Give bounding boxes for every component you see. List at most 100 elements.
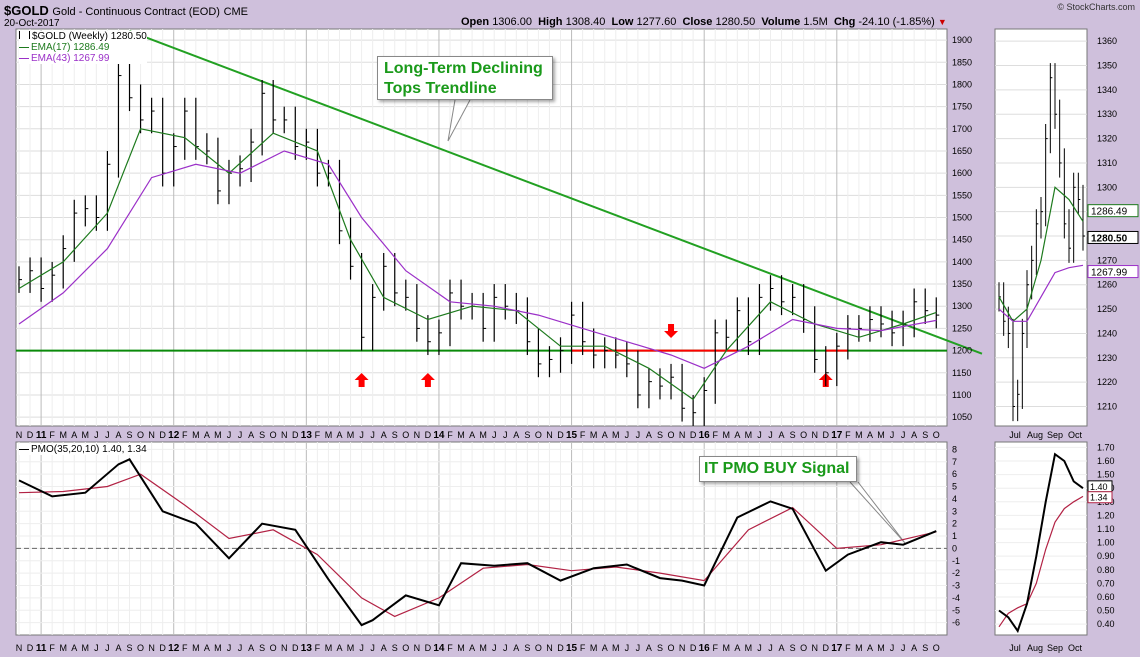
price-tag: 1280.50 [1091, 233, 1128, 244]
brand-watermark: © StockCharts.com [1057, 2, 1135, 12]
month-label: N [679, 430, 686, 440]
y-tick-label: 1450 [952, 235, 972, 245]
y-tick-label: -3 [952, 581, 960, 591]
month-label: M [612, 430, 620, 440]
y-tick-label: 1400 [952, 257, 972, 267]
month-label: D [425, 643, 432, 653]
y-tick-label: 5 [952, 482, 957, 492]
month-label: S [259, 430, 265, 440]
line-swatch-icon [19, 46, 29, 48]
y-tick-label: 1260 [1097, 280, 1117, 290]
price-tag: 1.40 [1090, 482, 1108, 492]
close-value: 1280.50 [715, 16, 756, 28]
pmo-legend: PMO(35,20,10) 1.40, 1.34 [19, 444, 147, 455]
month-label: F [712, 430, 718, 440]
year-label: 14 [433, 430, 445, 441]
month-label: A [779, 643, 785, 653]
ema43-line [18, 150, 937, 369]
month-label: O [270, 430, 277, 440]
legend-ema43-label: EMA(43) 1267.99 [31, 53, 110, 64]
month-label: F [49, 430, 55, 440]
y-tick-label: 0.90 [1097, 551, 1115, 561]
high-value: 1308.40 [565, 16, 606, 28]
month-label: S [392, 643, 398, 653]
y-tick-label: 1.20 [1097, 510, 1115, 520]
price-tag: 1.34 [1090, 493, 1108, 503]
month-label: J [238, 643, 243, 653]
month-label: A [248, 643, 254, 653]
month-label: A [115, 430, 121, 440]
month-label: S [127, 643, 133, 653]
open-value: 1306.00 [492, 16, 532, 28]
price-tag: 1267.99 [1091, 268, 1128, 279]
month-label: D [425, 430, 432, 440]
month-label: M [612, 643, 620, 653]
month-label: A [71, 430, 77, 440]
y-tick-label: 1.60 [1097, 456, 1115, 466]
month-label: M [82, 643, 90, 653]
month-label: A [602, 430, 608, 440]
inset-pmo-line [998, 452, 1084, 634]
y-tick-label: 1310 [1097, 158, 1117, 168]
month-label: D [27, 643, 34, 653]
month-label: O [933, 430, 940, 440]
inset-ema43-line [998, 264, 1084, 322]
month-label: N [811, 430, 818, 440]
month-label: J [94, 430, 99, 440]
month-label: O [137, 643, 144, 653]
month-label: M [877, 430, 885, 440]
month-label: O [535, 430, 542, 440]
month-label: A [513, 430, 519, 440]
month-label: J [492, 430, 497, 440]
month-label: N [148, 643, 155, 653]
month-label: N [679, 643, 686, 653]
month-label: D [159, 430, 166, 440]
month-label: M [347, 643, 355, 653]
month-label: M [723, 430, 731, 440]
month-label: J [768, 430, 773, 440]
month-label: S [790, 430, 796, 440]
exchange: CME [223, 6, 249, 18]
volume-label: Volume [761, 16, 801, 28]
month-label: O [137, 430, 144, 440]
month-label: Jul [1009, 643, 1021, 653]
month-label: F [182, 430, 188, 440]
y-tick-label: 1850 [952, 57, 972, 67]
month-label: J [768, 643, 773, 653]
y-tick-label: 1250 [1097, 304, 1117, 314]
year-label: 16 [699, 430, 711, 441]
price-legend: $GOLD (Weekly) 1280.50 EMA(17) 1286.49 E… [19, 31, 147, 64]
y-tick-label: 1150 [952, 368, 971, 378]
month-label: D [823, 430, 830, 440]
month-label: F [315, 643, 321, 653]
month-label: S [790, 643, 796, 653]
month-label: F [447, 430, 453, 440]
open-label: Open [461, 16, 490, 28]
low-label: Low [611, 16, 634, 28]
y-tick-label: 1650 [952, 146, 972, 156]
month-label: J [105, 643, 110, 653]
legend-price: $GOLD (Weekly) 1280.50 [19, 31, 147, 42]
month-label: M [457, 643, 465, 653]
y-tick-label: 0 [952, 543, 957, 553]
price-tag-box [1087, 491, 1113, 504]
month-label: A [646, 643, 652, 653]
month-label: J [757, 430, 762, 440]
y-tick-label: 1 [952, 531, 957, 541]
month-label: J [636, 643, 641, 653]
month-label: J [359, 643, 364, 653]
price-tag-box [1087, 230, 1139, 244]
month-label: J [238, 430, 243, 440]
month-label: F [712, 643, 718, 653]
y-tick-label: 2 [952, 519, 957, 529]
month-label: O [535, 643, 542, 653]
month-label: J [890, 430, 895, 440]
down-triangle-icon: ▼ [937, 17, 947, 27]
y-tick-label: 1.70 [1097, 442, 1115, 452]
inset-pmo-signal-line [998, 495, 1084, 628]
month-label: D [159, 643, 166, 653]
month-label: A [248, 430, 254, 440]
month-label: N [414, 430, 421, 440]
month-label: M [457, 430, 465, 440]
